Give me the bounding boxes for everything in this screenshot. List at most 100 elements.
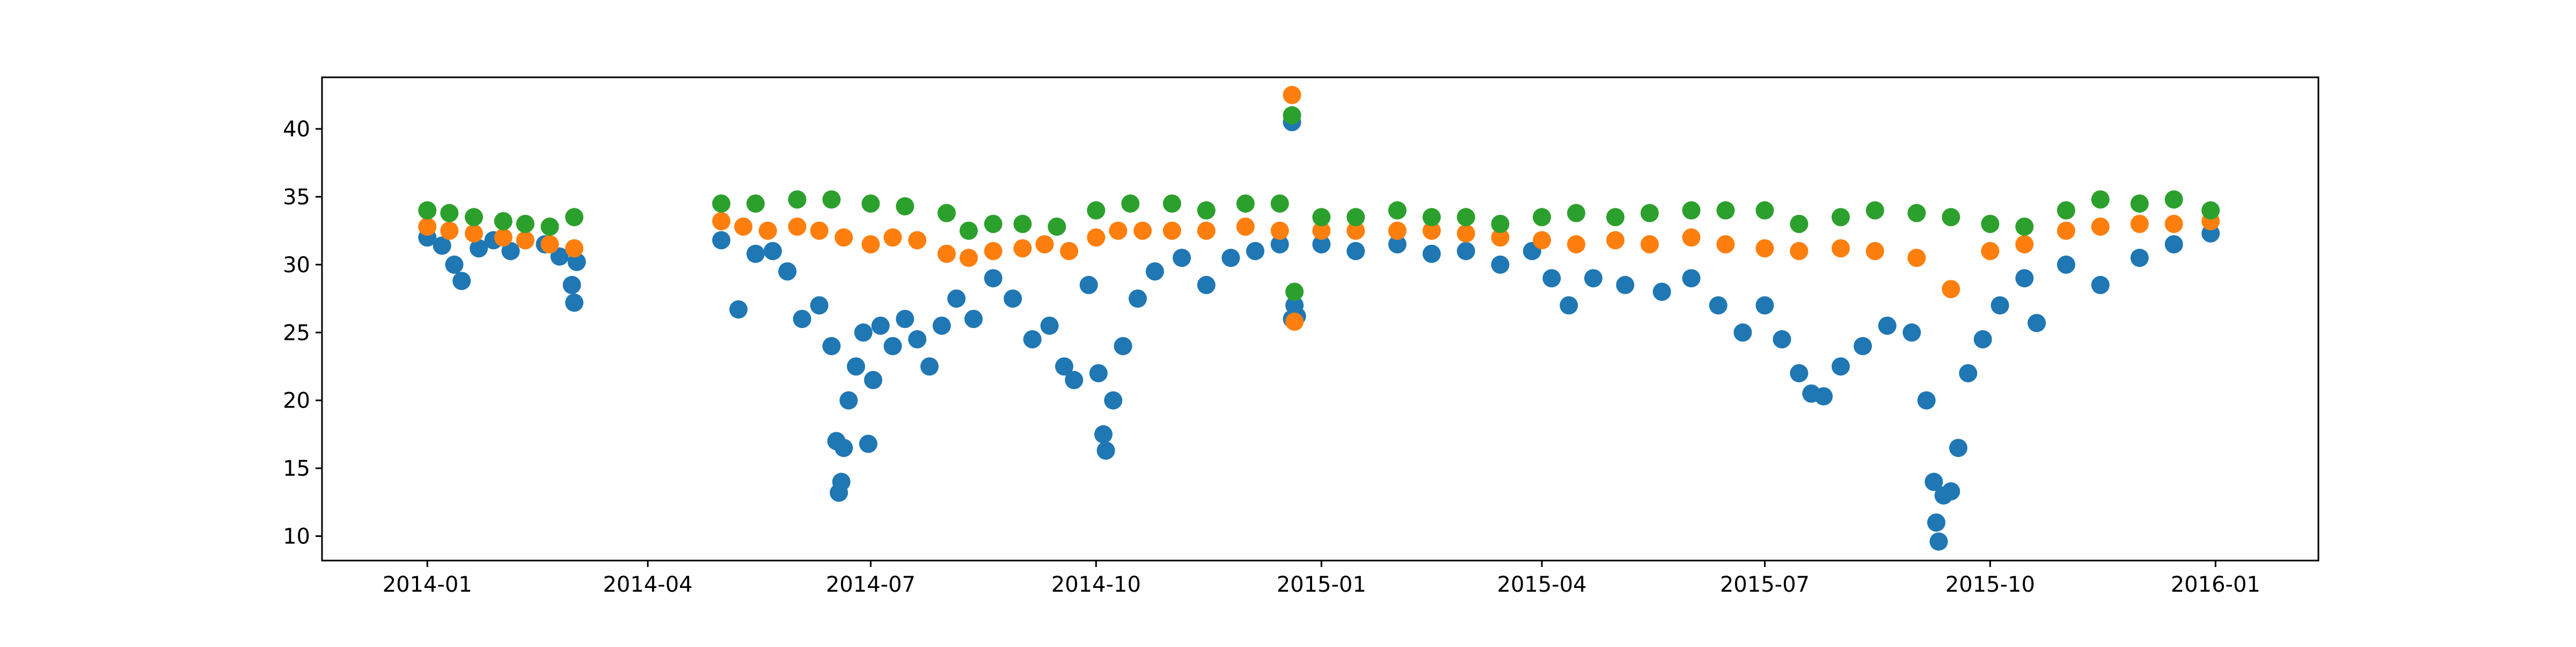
data-point-s0-74	[1709, 296, 1728, 315]
data-point-s1-16	[937, 244, 956, 263]
data-point-s0-73	[1682, 269, 1701, 288]
data-point-s0-49	[1114, 337, 1132, 355]
data-point-s0-34	[920, 357, 939, 376]
data-point-s0-61	[1312, 235, 1331, 253]
data-point-s1-14	[883, 228, 902, 247]
data-point-s2-13	[937, 203, 956, 222]
data-point-s0-40	[1023, 330, 1042, 348]
x-tick-label-8: 2016-01	[2171, 572, 2260, 597]
data-point-s1-5	[540, 235, 559, 253]
y-tick-label-6: 40	[283, 117, 310, 142]
data-point-s0-24	[835, 439, 853, 457]
data-point-s2-21	[1197, 201, 1216, 220]
data-point-s2-12	[896, 197, 914, 216]
data-point-s0-80	[1814, 387, 1833, 406]
data-point-s2-37	[1716, 201, 1735, 220]
data-point-s0-94	[1990, 296, 2009, 315]
data-point-s2-19	[1121, 194, 1140, 213]
data-point-s2-46	[2057, 201, 2075, 220]
data-point-s1-45	[1831, 239, 1850, 258]
data-point-s1-8	[734, 217, 753, 236]
data-point-s0-50	[1129, 289, 1147, 308]
data-point-s0-1	[433, 236, 451, 255]
data-point-s2-41	[1865, 201, 1884, 220]
data-point-s0-29	[864, 370, 882, 389]
data-point-s1-24	[1133, 221, 1152, 240]
data-point-s1-39	[1606, 231, 1624, 250]
data-point-s1-17	[960, 249, 978, 267]
data-point-s0-47	[1096, 441, 1115, 460]
data-point-s1-53	[2130, 215, 2149, 233]
data-point-s0-65	[1457, 242, 1475, 260]
data-point-s0-95	[2015, 269, 2034, 288]
data-point-s2-32	[1533, 208, 1552, 227]
x-tick-label-3: 2014-10	[1051, 572, 1141, 597]
data-point-s0-84	[1902, 323, 1921, 342]
data-point-s1-33	[1388, 221, 1407, 240]
data-point-s2-29	[1422, 208, 1441, 227]
data-point-s0-68	[1542, 269, 1561, 288]
data-point-s0-96	[2028, 314, 2046, 332]
data-point-s1-19	[1013, 239, 1032, 258]
data-point-s0-56	[1270, 235, 1289, 253]
data-point-s1-23	[1109, 221, 1128, 240]
data-point-s0-55	[1246, 242, 1264, 260]
data-point-s2-20	[1162, 194, 1181, 213]
data-point-s1-27	[1236, 217, 1255, 236]
data-point-s1-43	[1755, 239, 1774, 258]
data-point-s0-48	[1104, 391, 1123, 410]
data-point-s0-69	[1560, 296, 1578, 315]
data-point-s0-25	[839, 391, 858, 410]
data-point-s0-98	[2091, 275, 2110, 294]
plot-frame	[321, 76, 2319, 562]
data-point-s0-62	[1346, 242, 1365, 260]
data-point-s0-45	[1089, 364, 1108, 383]
data-point-s1-54	[2164, 215, 2183, 233]
data-point-s0-97	[2057, 255, 2075, 274]
data-point-s0-46	[1094, 425, 1113, 444]
data-point-s0-18	[793, 310, 811, 328]
data-point-s2-40	[1831, 208, 1850, 227]
x-axis: 2014-01 2014-04 2014-07 2014-10 2015-01 2015-…	[383, 561, 2260, 597]
data-point-s2-35	[1640, 203, 1659, 222]
data-point-s1-9	[758, 221, 777, 240]
data-point-s2-50	[2201, 201, 2220, 220]
data-point-s2-27	[1346, 208, 1365, 227]
data-point-s1-3	[494, 228, 513, 247]
data-point-s1-52	[2091, 217, 2110, 236]
data-point-s1-21	[1060, 242, 1079, 260]
data-point-s0-54	[1221, 249, 1240, 267]
data-point-s2-24	[1283, 106, 1301, 125]
data-point-s1-41	[1682, 228, 1701, 247]
data-point-s2-49	[2164, 190, 2183, 209]
x-tick-label-5: 2015-04	[1497, 572, 1587, 597]
data-point-s2-0	[418, 201, 437, 220]
data-point-s1-26	[1197, 221, 1216, 240]
data-point-s2-39	[1790, 215, 1809, 233]
data-point-s2-9	[788, 190, 807, 209]
data-point-s0-43	[1065, 370, 1084, 389]
data-point-s0-17	[778, 262, 797, 281]
data-point-s1-42	[1716, 235, 1735, 253]
data-point-s2-1	[440, 203, 459, 222]
data-point-s0-44	[1079, 275, 1098, 294]
data-point-s0-66	[1491, 255, 1510, 274]
data-point-s2-31	[1491, 215, 1510, 233]
x-tick-label-6: 2015-07	[1720, 572, 1810, 597]
y-tick-label-3: 25	[283, 321, 310, 345]
data-point-s0-26	[847, 357, 865, 376]
data-point-s0-33	[908, 330, 927, 348]
x-tick-label-1: 2014-04	[603, 572, 692, 597]
data-point-s0-13	[712, 231, 730, 250]
data-point-s0-38	[984, 269, 1002, 288]
data-point-s0-20	[822, 337, 841, 355]
data-point-s1-22	[1087, 228, 1106, 247]
data-point-s2-16	[1013, 215, 1032, 233]
data-point-s1-40	[1640, 235, 1659, 253]
data-point-s0-12	[567, 252, 586, 271]
data-point-s0-28	[859, 434, 877, 453]
data-point-s0-82	[1854, 337, 1872, 355]
data-point-s2-23	[1270, 194, 1289, 213]
